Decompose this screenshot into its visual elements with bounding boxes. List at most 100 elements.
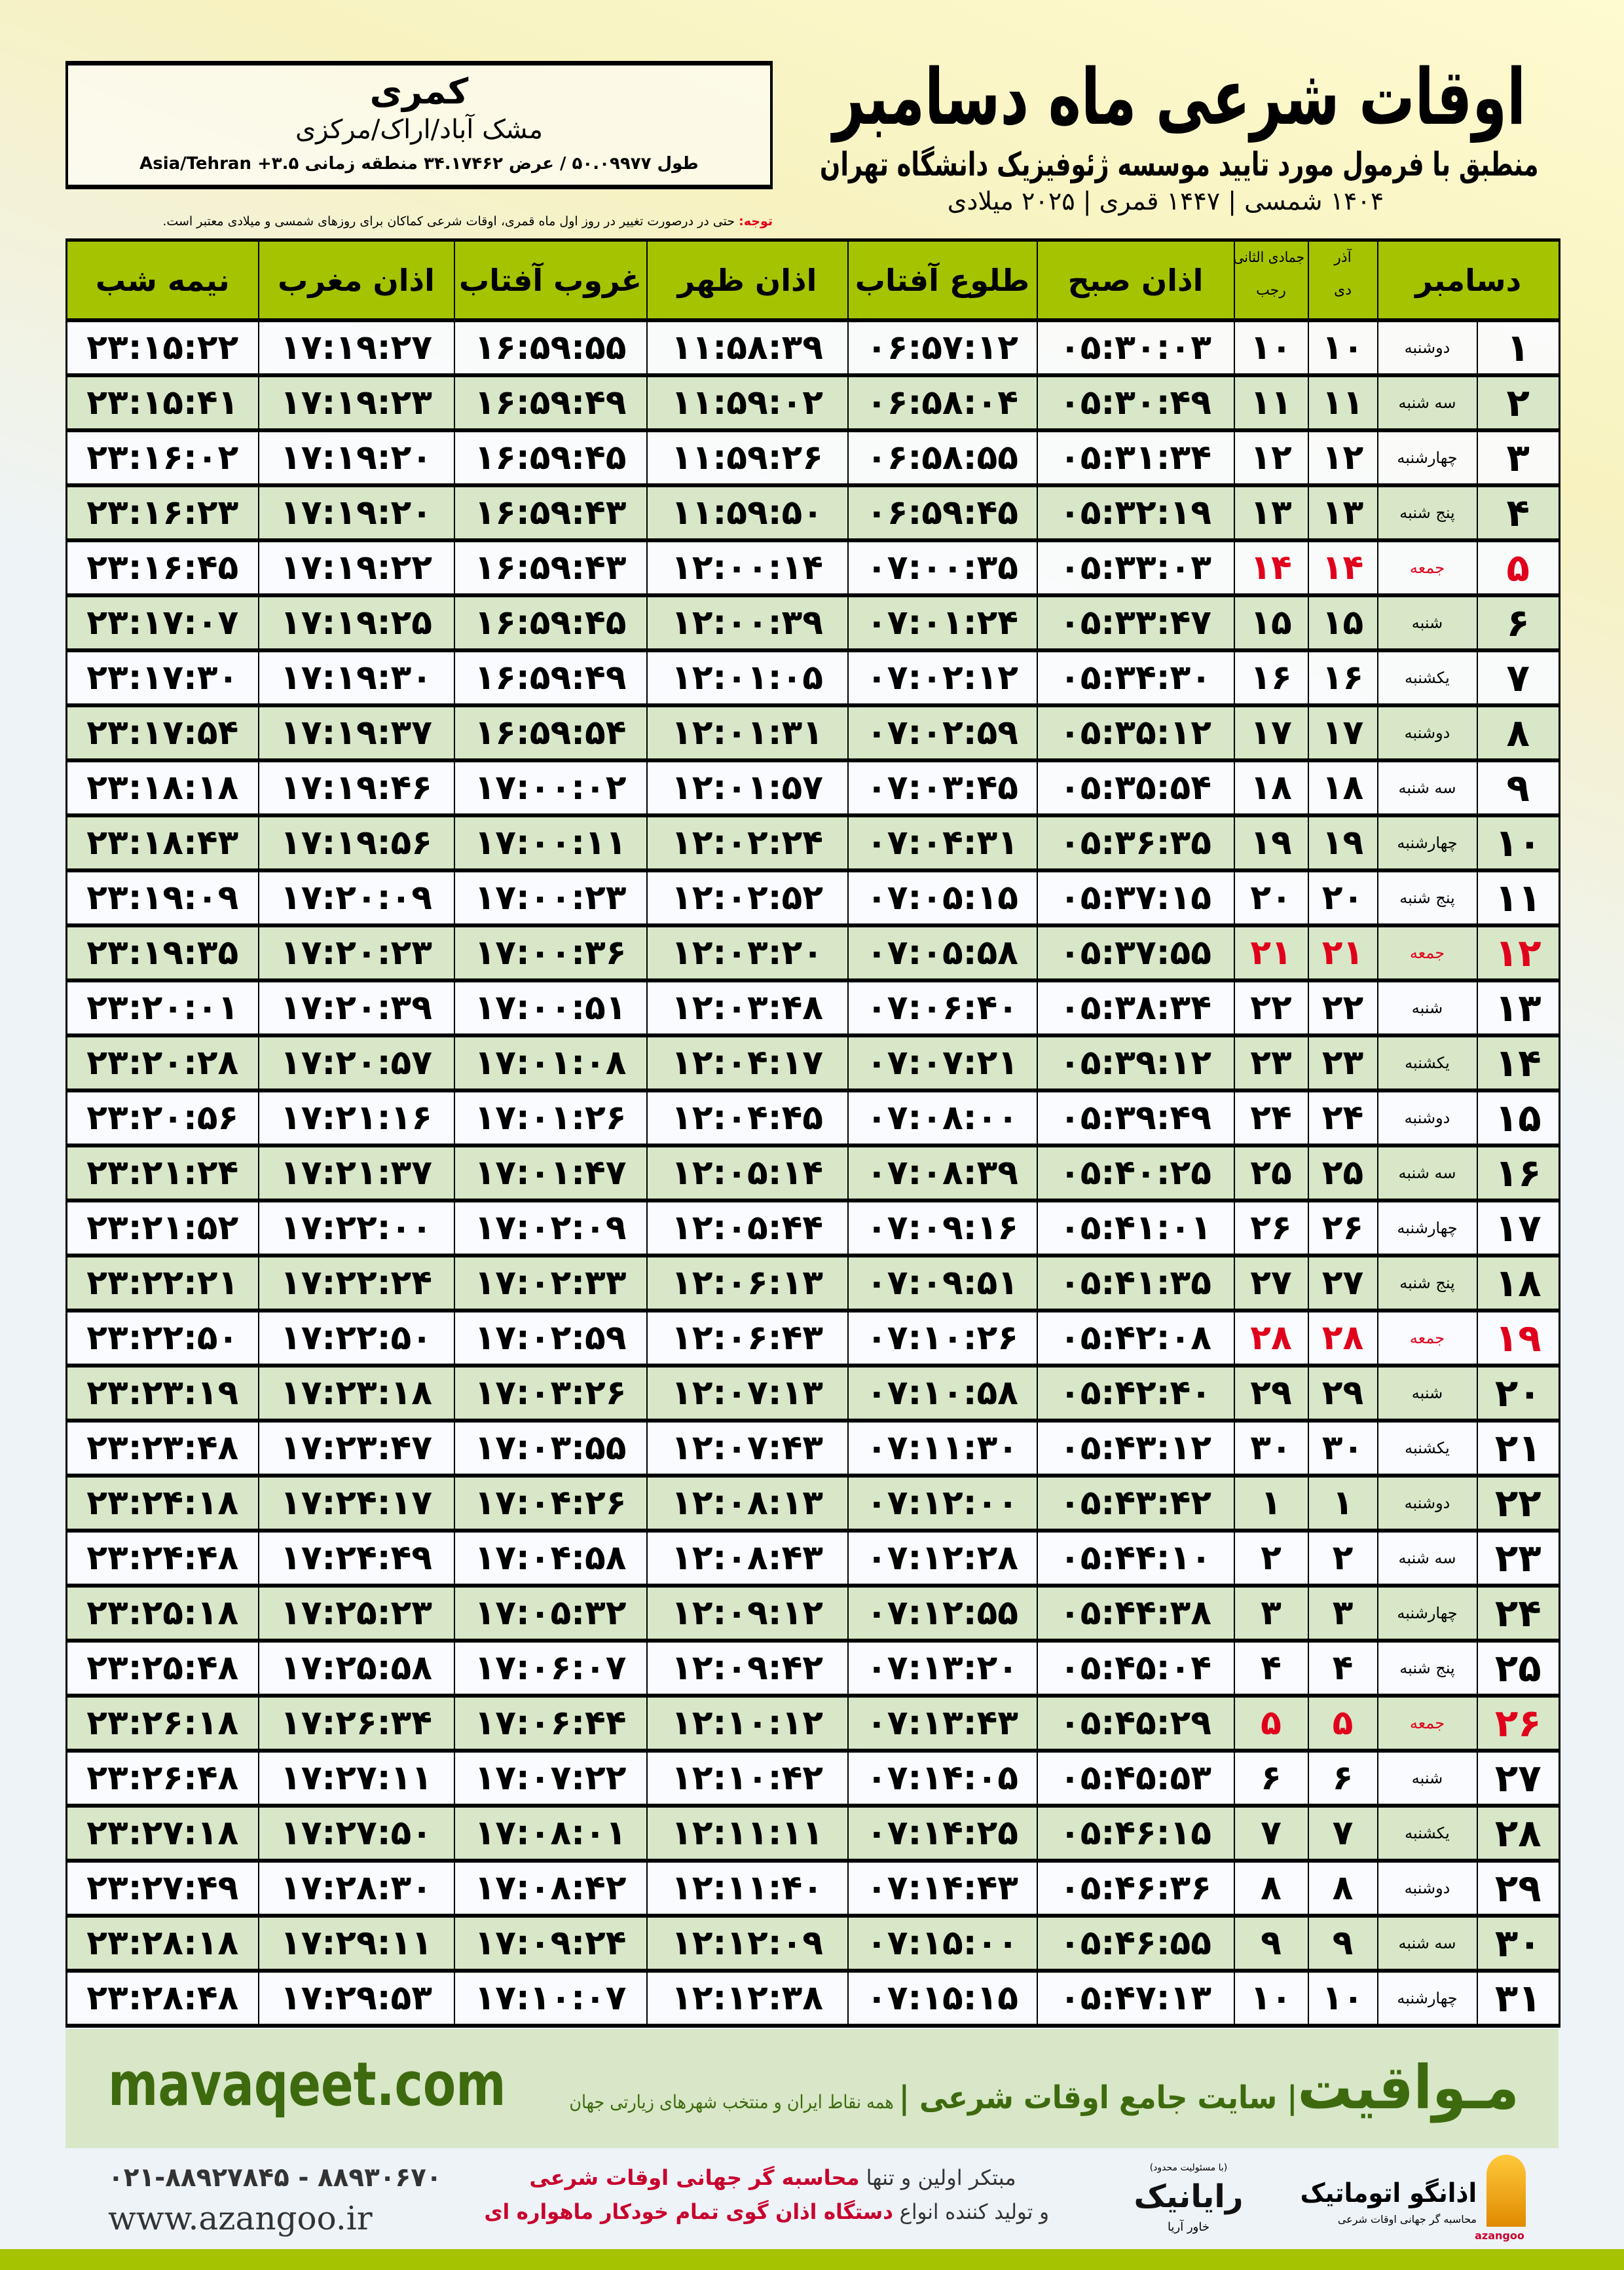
tolu-time: ۰۷:۱۲:۰۰ [847, 1474, 1037, 1531]
header-nimeh: نیمه شب [65, 238, 259, 320]
region-name: مشک آباد/اراک/مرکزی [295, 115, 544, 145]
table-row: ۳۰ سه شنبه ۹ ۹ ۰۵:۴۶:۵۵ ۰۷:۱۵:۰۰ ۱۲:۱۲:۰۹ ۱۷:۰۹… [65, 1914, 1560, 1971]
table-row: ۳۱ چهارشنبه ۱۰ ۱۰ ۰۵:۴۷:۱۳ ۰۷:۱۵:۱۵ ۱۲:۱۲:۳۸ ۱۷… [65, 1969, 1560, 2028]
dey-day: ۱ [1307, 1474, 1378, 1531]
nimeh-time: ۲۳:۱۷:۳۰ [65, 648, 259, 705]
zohr-time: ۱۲:۰۸:۱۳ [646, 1474, 848, 1531]
maghreb-time: ۱۷:۱۹:۴۶ [257, 758, 454, 815]
note-label: توجه: [739, 214, 773, 229]
nimeh-time: ۲۳:۲۳:۱۹ [65, 1364, 259, 1421]
year-line-box: ۱۴۰۴ شمسی | ۱۴۴۷ قمری | ۲۰۲۵ میلادی [930, 186, 1401, 216]
maghreb-time: ۱۷:۲۷:۱۱ [257, 1749, 454, 1806]
website-link-box[interactable]: mavaqeet.com [108, 2049, 514, 2121]
dey-day: ۱۵ [1307, 593, 1378, 650]
zohr-time: ۱۱:۵۸:۳۹ [646, 318, 848, 375]
sobh-time: ۰۵:۴۲:۴۰ [1036, 1364, 1234, 1421]
nimeh-time: ۲۳:۱۹:۰۹ [65, 868, 259, 925]
promo-line-1-text: مبتکر اولین و تنها محاسبه گر جهانی اوقات… [529, 2161, 1016, 2194]
dey-day: ۲۹ [1307, 1364, 1378, 1421]
day-number: ۲۳ [1476, 1529, 1560, 1586]
coordinates-box: طول ۵۰.۰۹۹۷۷ / عرض ۳۴.۱۷۴۶۲ منطقه زمانی … [81, 148, 757, 179]
table-row: ۲۰ شنبه ۲۹ ۲۹ ۰۵:۴۲:۴۰ ۰۷:۱۰:۵۸ ۱۲:۰۷:۱۳ ۱۷:۰۳:… [65, 1364, 1560, 1421]
city-box: کمری [81, 71, 757, 113]
table-row: ۷ یکشنبه ۱۶ ۱۶ ۰۵:۳۴:۳۰ ۰۷:۰۲:۱۲ ۱۲:۰۱:۰۵ ۱۶:۵۹… [65, 648, 1560, 705]
promo-1a: مبتکر اولین و تنها [859, 2165, 1016, 2190]
weekday: چهارشنبه [1376, 813, 1477, 870]
day-number: ۱۹ [1476, 1309, 1560, 1366]
header-rajab-bottom-box: رجب [1236, 274, 1308, 307]
rajab-day: ۱۰ [1233, 1969, 1308, 2028]
weekday: یکشنبه [1376, 1804, 1477, 1861]
website-link[interactable]: mavaqeet.com [108, 2049, 506, 2119]
rajab-day: ۱۱ [1233, 373, 1308, 430]
dey-day: ۱۳ [1307, 483, 1378, 540]
table-row: ۲۶ جمعه ۵ ۵ ۰۵:۴۵:۲۹ ۰۷:۱۳:۴۳ ۱۲:۱۰:۱۲ ۱۷:۰۶:۴۴… [65, 1694, 1560, 1751]
ghoroob-time: ۱۷:۰۳:۵۵ [453, 1419, 647, 1476]
rayanik-logo: (با مسئولیت محدود) رایانیک خاور آریا [1113, 2161, 1264, 2246]
rajab-day: ۲ [1233, 1529, 1308, 1586]
ghoroob-time: ۱۷:۰۵:۳۲ [453, 1584, 647, 1641]
day-number: ۲۴ [1476, 1584, 1560, 1641]
azangoo-website-box[interactable]: www.azangoo.ir [108, 2198, 449, 2239]
zohr-time: ۱۱:۵۹:۵۰ [646, 483, 848, 540]
slogan-line: مـواقیت| سایت جامع اوقات شرعی | همه نقاط… [570, 2049, 1519, 2144]
tolu-time: ۰۷:۱۴:۴۳ [847, 1859, 1037, 1916]
dey-day: ۱۲ [1307, 428, 1378, 485]
tolu-time: ۰۷:۰۵:۵۸ [847, 923, 1037, 980]
header-rajab: جمادی الثانی رجب [1233, 238, 1308, 320]
table-header: دسامبر آذر دی جمادی الثانی رجب اذان صبح … [65, 238, 1560, 320]
weekday: دوشنبه [1376, 703, 1477, 760]
weekday: شنبه [1376, 593, 1477, 650]
rajab-day: ۹ [1233, 1914, 1308, 1971]
maghreb-time: ۱۷:۲۳:۴۷ [257, 1419, 454, 1476]
day-number: ۲۱ [1476, 1419, 1560, 1476]
zohr-time: ۱۲:۰۵:۴۴ [646, 1199, 848, 1256]
maghreb-time: ۱۷:۱۹:۲۰ [257, 428, 454, 485]
dey-day: ۷ [1307, 1804, 1378, 1861]
nimeh-time: ۲۳:۲۸:۱۸ [65, 1914, 259, 1971]
rajab-day: ۴ [1233, 1639, 1308, 1696]
day-number: ۲۹ [1476, 1859, 1560, 1916]
tolu-time: ۰۷:۰۸:۳۹ [847, 1144, 1037, 1200]
dey-day: ۲۸ [1307, 1309, 1378, 1366]
azangoo-website[interactable]: www.azangoo.ir [108, 2199, 373, 2237]
dey-day: ۶ [1307, 1749, 1378, 1806]
table-row: ۸ دوشنبه ۱۷ ۱۷ ۰۵:۳۵:۱۲ ۰۷:۰۲:۵۹ ۱۲:۰۱:۳۱ ۱۶:۵۹… [65, 703, 1560, 760]
tolu-time: ۰۷:۰۰:۳۵ [847, 538, 1037, 595]
ghoroob-time: ۱۷:۰۲:۳۳ [453, 1254, 647, 1311]
nimeh-time: ۲۳:۱۵:۲۲ [65, 318, 259, 375]
sobh-time: ۰۵:۳۷:۵۵ [1036, 923, 1234, 980]
maghreb-time: ۱۷:۲۶:۳۴ [257, 1694, 454, 1751]
day-number: ۸ [1476, 703, 1560, 760]
weekday: جمعه [1376, 1694, 1477, 1751]
phone-box: ۰۲۱-۸۸۹۲۷۸۴۵ - ۸۸۹۳۰۶۷۰ [108, 2161, 449, 2194]
ghoroob-time: ۱۷:۰۶:۴۴ [453, 1694, 647, 1751]
coordinates: طول ۵۰.۰۹۹۷۷ / عرض ۳۴.۱۷۴۶۲ منطقه زمانی … [139, 154, 699, 174]
rajab-day: ۳ [1233, 1584, 1308, 1641]
azangoo-name: اذانگو اتوماتیک [1300, 2178, 1477, 2208]
weekday: چهارشنبه [1376, 1584, 1477, 1641]
day-number: ۹ [1476, 758, 1560, 815]
nimeh-time: ۲۳:۲۰:۰۱ [65, 978, 259, 1035]
sobh-time: ۰۵:۳۹:۴۹ [1036, 1088, 1234, 1145]
rajab-day: ۲۸ [1233, 1309, 1308, 1366]
zohr-time: ۱۲:۱۲:۳۸ [646, 1969, 848, 2028]
nimeh-time: ۲۳:۲۰:۲۸ [65, 1033, 259, 1090]
sobh-time: ۰۵:۳۳:۰۳ [1036, 538, 1234, 595]
table-row: ۱۳ شنبه ۲۲ ۲۲ ۰۵:۳۸:۳۴ ۰۷:۰۶:۴۰ ۱۲:۰۳:۴۸ ۱۷:۰۰:… [65, 978, 1560, 1035]
rayanik-small: (با مسئولیت محدود) [1149, 2163, 1228, 2173]
zohr-time: ۱۲:۰۰:۱۴ [646, 538, 848, 595]
nimeh-time: ۲۳:۱۷:۰۷ [65, 593, 259, 650]
ghoroob-time: ۱۷:۰۱:۲۶ [453, 1088, 647, 1145]
day-number: ۲۶ [1476, 1694, 1560, 1751]
dey-day: ۲۶ [1307, 1199, 1378, 1256]
dey-day: ۴ [1307, 1639, 1378, 1696]
ghoroob-time: ۱۶:۵۹:۴۹ [453, 648, 647, 705]
note-text: حتی در درصورت تغییر در روز اول ماه قمری،… [162, 214, 739, 229]
zohr-time: ۱۲:۰۹:۴۲ [646, 1639, 848, 1696]
maghreb-time: ۱۷:۲۷:۵۰ [257, 1804, 454, 1861]
header-dey-top-box: آذر [1310, 243, 1377, 274]
tolu-time: ۰۷:۰۳:۴۵ [847, 758, 1037, 815]
ghoroob-time: ۱۷:۰۰:۳۶ [453, 923, 647, 980]
rajab-day: ۲۰ [1233, 868, 1308, 925]
